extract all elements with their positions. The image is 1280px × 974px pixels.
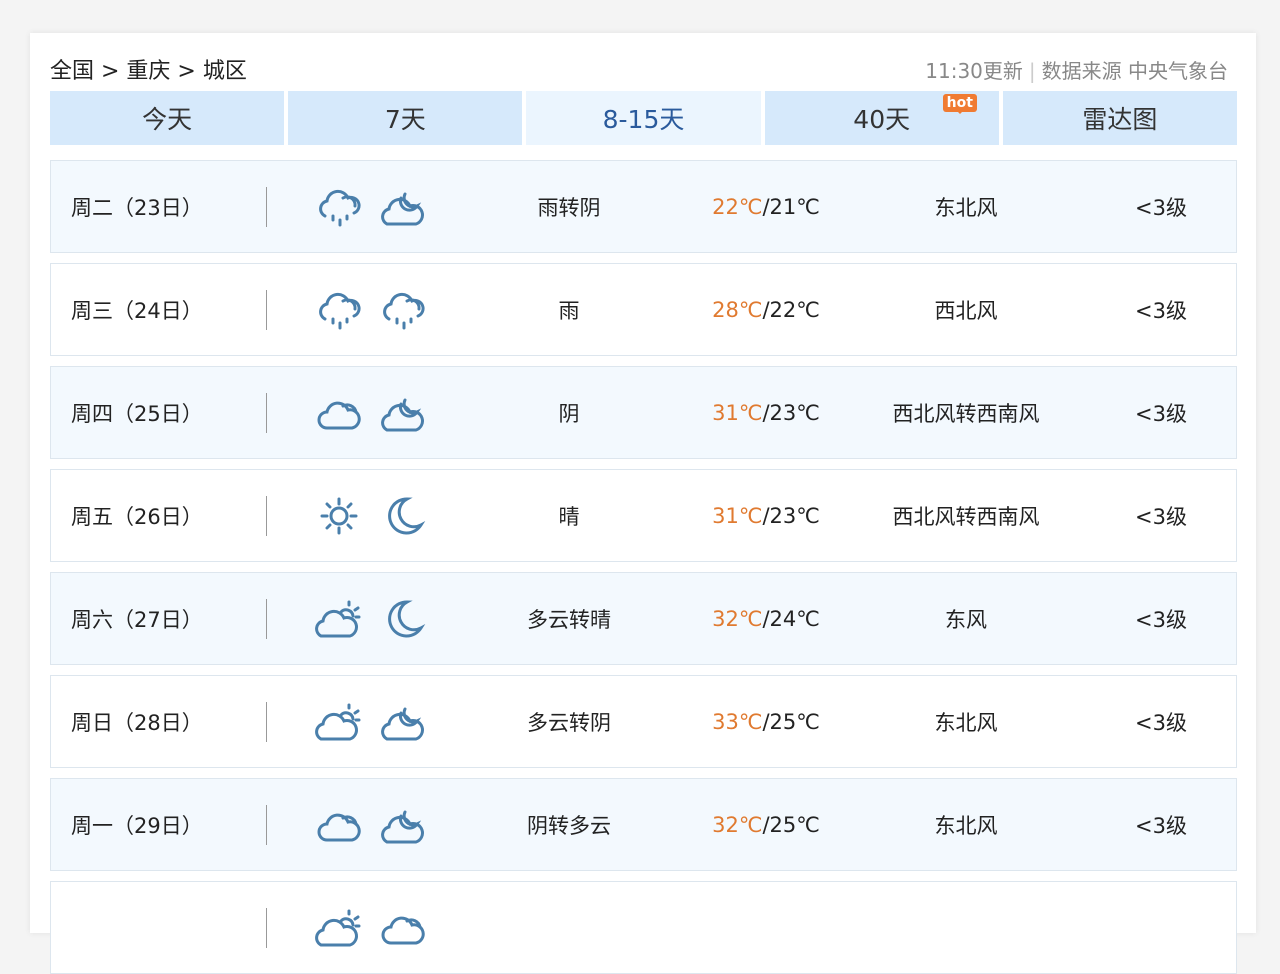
tab-label: 今天 — [142, 105, 193, 134]
divider — [266, 186, 267, 227]
forecast-row — [50, 881, 1237, 974]
wind-level: <3级 — [1135, 607, 1187, 632]
weather-desc: 多云转阴 — [527, 710, 611, 735]
rain-icon — [319, 189, 361, 226]
tab-label: 8-15天 — [602, 105, 685, 134]
tab-bar: 今天 7天 8-15天 40天 hot 雷达图 — [50, 91, 1238, 145]
wind-level: <3级 — [1135, 195, 1187, 220]
weather-desc: 阴 — [558, 401, 580, 426]
day-label: 周一（29日） — [71, 813, 203, 838]
temperature: 22℃/21℃ — [666, 195, 866, 219]
wind-level: <3级 — [1135, 813, 1187, 838]
temperature: 32℃/24℃ — [666, 607, 866, 631]
low-temp: /22℃ — [762, 297, 820, 322]
high-temp: 32℃ — [712, 812, 763, 837]
divider — [266, 289, 267, 330]
low-temp: /24℃ — [762, 606, 820, 631]
high-temp: 33℃ — [712, 709, 763, 734]
rain-icon — [383, 292, 425, 329]
temperature: 31℃/23℃ — [666, 504, 866, 528]
weather-desc: 晴 — [558, 504, 580, 529]
breadcrumb[interactable]: 全国 > 重庆 > 城区 — [50, 59, 247, 84]
wind-direction: 东风 — [945, 607, 987, 632]
tab-40-days[interactable]: 40天 hot — [764, 91, 999, 145]
wind-direction: 东北风 — [934, 813, 998, 838]
cloud-sun-icon — [315, 703, 361, 740]
divider — [266, 392, 267, 433]
divider — [266, 495, 267, 536]
wind-direction: 东北风 — [934, 710, 998, 735]
moon-icon — [388, 496, 426, 534]
divider — [266, 907, 267, 948]
temperature: 28℃/22℃ — [666, 298, 866, 322]
forecast-panel: 全国 > 重庆 > 城区 11:30更新 | 数据来源 中央气象台 今天 7天 8-… — [30, 33, 1256, 974]
day-label: 周五（26日） — [71, 504, 203, 529]
cloud-moon-icon — [381, 192, 424, 225]
cloud-sun-icon — [315, 600, 361, 637]
day-label: 周三（24日） — [71, 298, 203, 323]
wind-direction: 西北风 — [934, 298, 998, 323]
day-label: 周四（25日） — [71, 401, 203, 426]
high-temp: 31℃ — [712, 400, 763, 425]
hot-badge: hot — [942, 94, 977, 114]
cloud-icon — [317, 813, 361, 841]
low-temp: /25℃ — [762, 709, 820, 734]
tab-label: 雷达图 — [1082, 105, 1158, 134]
wind-level: <3级 — [1135, 298, 1187, 323]
moon-icon — [388, 599, 426, 637]
cloud-icon — [317, 401, 361, 429]
forecast-row: 周三（24日） 雨 28℃/22℃ 西北风 <3级 — [50, 263, 1237, 356]
wind-direction: 西北风转西南风 — [892, 504, 1040, 529]
low-temp: /23℃ — [762, 503, 820, 528]
update-info: 11:30更新 | 数据来源 中央气象台 — [925, 59, 1228, 83]
day-label: 周六（27日） — [71, 607, 203, 632]
temperature: 31℃/23℃ — [666, 401, 866, 425]
forecast-row: 周五（26日） 晴 31℃/23℃ 西北风转西南风 <3级 — [50, 469, 1237, 562]
tab-today[interactable]: 今天 — [50, 91, 285, 145]
wind-level: <3级 — [1135, 401, 1187, 426]
weather-desc: 雨 — [558, 298, 580, 323]
divider — [266, 804, 267, 845]
wind-direction: 东北风 — [934, 195, 998, 220]
weather-desc: 多云转晴 — [527, 607, 611, 632]
cloud-icon — [381, 916, 425, 944]
low-temp: /25℃ — [762, 812, 820, 837]
high-temp: 22℃ — [712, 194, 763, 219]
wind-level: <3级 — [1135, 504, 1187, 529]
temperature: 33℃/25℃ — [666, 710, 866, 734]
forecast-row: 周二（23日） 雨转阴 22℃/21℃ 东北风 <3级 — [50, 160, 1237, 253]
high-temp: 28℃ — [712, 297, 763, 322]
forecast-row: 周一（29日） 阴转多云 32℃/25℃ 东北风 <3级 — [50, 778, 1237, 871]
high-temp: 31℃ — [712, 503, 763, 528]
cloud-sun-icon — [315, 909, 361, 946]
sun-icon — [320, 497, 358, 534]
divider — [266, 598, 267, 639]
data-source: 数据来源 中央气象台 — [1041, 59, 1228, 83]
wind-direction: 西北风转西南风 — [892, 401, 1040, 426]
weather-desc: 阴转多云 — [527, 813, 611, 838]
tab-label: 40天 — [853, 105, 911, 134]
cloud-moon-icon — [381, 707, 424, 740]
day-label: 周日（28日） — [71, 710, 203, 735]
tab-8-15-days[interactable]: 8-15天 — [526, 91, 761, 145]
forecast-row: 周四（25日） 阴 31℃/23℃ 西北风转西南风 <3级 — [50, 366, 1237, 459]
cloud-moon-icon — [381, 398, 424, 431]
low-temp: /21℃ — [762, 194, 820, 219]
high-temp: 32℃ — [712, 606, 763, 631]
forecast-row: 周六（27日） 多云转晴 32℃/24℃ 东风 <3级 — [50, 572, 1237, 665]
weather-desc: 雨转阴 — [537, 195, 601, 220]
update-time: 11:30更新 — [925, 59, 1023, 83]
wind-level: <3级 — [1135, 710, 1187, 735]
low-temp: /23℃ — [762, 400, 820, 425]
cloud-moon-icon — [381, 810, 424, 843]
divider — [266, 701, 267, 742]
tab-label: 7天 — [384, 105, 426, 134]
temperature: 32℃/25℃ — [666, 813, 866, 837]
tab-radar[interactable]: 雷达图 — [1002, 91, 1238, 145]
forecast-row: 周日（28日） 多云转阴 33℃/25℃ 东北风 <3级 — [50, 675, 1237, 768]
tab-7-days[interactable]: 7天 — [288, 91, 523, 145]
day-label: 周二（23日） — [71, 195, 203, 220]
rain-icon — [319, 292, 361, 329]
